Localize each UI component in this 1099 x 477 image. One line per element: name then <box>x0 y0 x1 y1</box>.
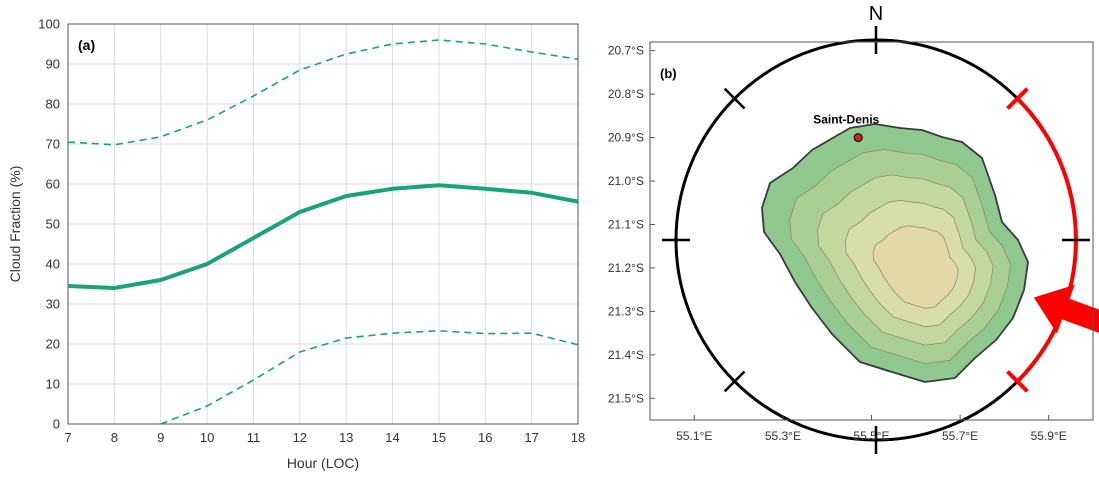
city-label: Saint-Denis <box>813 113 879 127</box>
compass-ticks <box>662 26 1090 454</box>
lat-tick-label: 21.5°S <box>608 391 644 405</box>
lat-tick-label: 20.7°S <box>608 44 644 58</box>
lon-tick-label: 55.3°E <box>765 429 801 443</box>
x-tick-label: 14 <box>385 430 399 445</box>
lat-tick-label: 20.8°S <box>608 87 644 101</box>
y-tick-label: 50 <box>46 217 60 232</box>
x-tick-label: 10 <box>200 430 214 445</box>
y-tick-label: 60 <box>46 177 60 192</box>
north-label: N <box>869 3 883 25</box>
city-marker <box>853 133 863 143</box>
lat-tick-labels: 20.7°S 20.8°S 20.9°S 21.0°S 21.1°S 21.2°S 21.3… <box>608 44 655 405</box>
x-tick-label: 18 <box>571 430 585 445</box>
lon-tick-label: 55.9°E <box>1031 429 1067 443</box>
relief-contour <box>872 225 959 309</box>
y-tick-label: 10 <box>46 377 60 392</box>
series-line-mean <box>67 183 579 290</box>
y-tick-label: 20 <box>46 337 60 352</box>
y-tick-label: 80 <box>46 97 60 112</box>
x-tick-label: 9 <box>157 430 164 445</box>
panel-b-label: (b) <box>660 66 677 81</box>
lon-tick-label: 55.7°E <box>942 429 978 443</box>
compass-tick <box>723 370 746 393</box>
x-tick-label: 12 <box>293 430 307 445</box>
island-relief <box>761 123 1029 383</box>
y-tick-label: 30 <box>46 297 60 312</box>
x-tick-label: 11 <box>247 430 261 445</box>
wind-arrow <box>1033 284 1099 334</box>
plot-frame <box>67 23 579 425</box>
y-tick-labels: 0 10 20 30 40 50 60 70 80 90 100 <box>38 17 60 432</box>
lat-tick-label: 21.0°S <box>608 174 644 188</box>
lat-tick-label: 21.2°S <box>608 261 644 275</box>
x-tick-label: 15 <box>432 430 446 445</box>
x-axis-label: Hour (LOC) <box>287 455 359 471</box>
x-tick-label: 16 <box>478 430 492 445</box>
x-tick-labels: 7 8 9 10 11 12 13 14 15 16 17 18 <box>64 430 585 445</box>
x-tick-label: 13 <box>339 430 353 445</box>
panel-a-label: (a) <box>78 37 95 53</box>
series-lines <box>67 39 579 425</box>
y-tick-label: 40 <box>46 257 60 272</box>
compass-tick <box>1006 87 1029 110</box>
series-line-bound <box>160 329 579 425</box>
panel-a-line-chart: 7 8 9 10 11 12 13 14 15 16 17 18 0 10 20 30 40 50 60 70 80 9… <box>7 17 585 472</box>
lat-tick-label: 21.1°S <box>608 217 644 231</box>
y-tick-label: 100 <box>38 17 60 32</box>
lon-tick-label: 55.5°E <box>853 429 889 443</box>
y-axis-label: Cloud Fraction (%) <box>7 166 23 283</box>
lat-tick-label: 21.4°S <box>608 348 644 362</box>
y-tick-label: 0 <box>53 417 60 432</box>
y-tick-label: 90 <box>46 57 60 72</box>
x-tick-label: 7 <box>64 430 71 445</box>
grid <box>67 23 579 425</box>
compass-tick <box>1006 370 1029 393</box>
x-tick-label: 8 <box>111 430 118 445</box>
x-tick-label: 17 <box>524 430 538 445</box>
compass-tick <box>723 87 746 110</box>
lat-tick-label: 21.3°S <box>608 304 644 318</box>
map-frame <box>649 41 1094 421</box>
y-tick-label: 70 <box>46 137 60 152</box>
lon-tick-labels: 55.1°E 55.3°E 55.5°E 55.7°E 55.9°E <box>676 415 1067 443</box>
series-line-bound <box>67 39 579 146</box>
lat-tick-label: 20.9°S <box>608 131 644 145</box>
lon-tick-label: 55.1°E <box>676 429 712 443</box>
panel-b-map: N Saint-Denis 55.1°E 55.3°E 55.5°E 55.7°E 55… <box>608 3 1099 454</box>
